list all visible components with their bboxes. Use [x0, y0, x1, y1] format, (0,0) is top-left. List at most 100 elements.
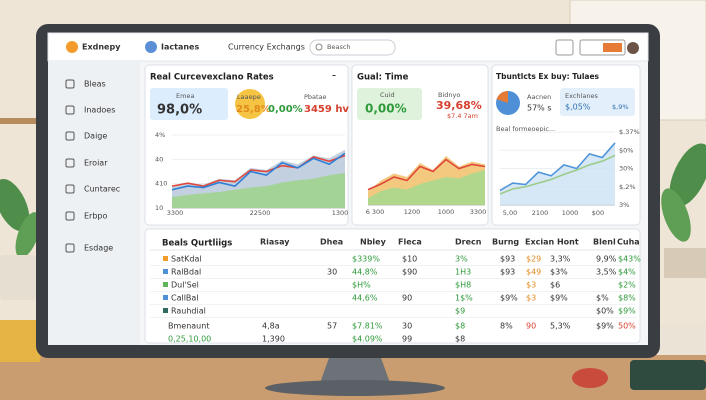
- table-cell: 1H3: [455, 268, 471, 277]
- table-cell: 90: [402, 294, 412, 303]
- table-cell: 1$%: [455, 294, 473, 303]
- y-tick-label: 3%: [619, 201, 629, 209]
- nav-icon: [65, 131, 75, 141]
- stat-note: $,9%: [612, 103, 629, 111]
- row-marker: [163, 282, 168, 287]
- card-menu[interactable]: –: [332, 71, 336, 80]
- table-footer-cell: Bmenaunt: [168, 322, 209, 331]
- nav-icon: [65, 105, 75, 115]
- avatar[interactable]: [627, 42, 639, 54]
- table-cell: $9: [455, 307, 465, 316]
- table-cell: $93: [500, 268, 515, 277]
- search-box[interactable]: [309, 39, 396, 56]
- nav-icon: [65, 79, 75, 89]
- y-tick-label: 40: [155, 155, 163, 163]
- table-cell: 3,5%: [596, 268, 617, 277]
- stat-label: Laaepe: [237, 93, 261, 101]
- stat-box: [357, 88, 422, 120]
- stat-circle: [235, 89, 265, 119]
- nav-item[interactable]: Erbpo: [84, 212, 108, 221]
- column-header: Nbley: [360, 238, 387, 247]
- account-badge: [603, 43, 622, 52]
- nav-item[interactable]: Cuntarec: [84, 185, 120, 194]
- x-tick-label: 3300: [470, 208, 487, 216]
- card-title: Gual: Time: [357, 73, 409, 83]
- logo: [66, 41, 78, 53]
- table-title: Beals Qurtliigs: [162, 239, 232, 249]
- table-cell: $4%: [618, 268, 636, 277]
- stat-value: 3459 hv: [304, 104, 349, 115]
- x-tick-label: 3300: [167, 209, 184, 217]
- table-cell: $2%: [618, 281, 636, 290]
- column-header: Riasay: [260, 238, 290, 247]
- line: [171, 154, 346, 187]
- table-cell: $43%: [618, 255, 641, 264]
- nav-icon: [65, 184, 75, 194]
- x-tick-label: 5,00: [503, 209, 517, 217]
- nav-item[interactable]: Esdage: [84, 244, 113, 253]
- y-tick-label: $,2%: [619, 183, 636, 191]
- table-footer-cell: 5,3%: [550, 322, 571, 331]
- x-tick-label: 22500: [250, 209, 271, 217]
- table-cell: 30: [327, 268, 337, 277]
- sidebar: [48, 61, 140, 345]
- table-footer-cell: 99: [402, 335, 412, 344]
- stat-value: 25,8%: [236, 104, 271, 115]
- app-name: Iactanes: [161, 43, 199, 52]
- x-tick-label: 1200: [404, 208, 421, 216]
- x-tick-label: 2100: [532, 209, 549, 217]
- stat-note: $7.4 7am: [447, 112, 478, 120]
- nav-item[interactable]: Daige: [84, 132, 107, 141]
- line: [499, 142, 616, 192]
- y-tick-label: $0%: [619, 146, 633, 154]
- stat-box: [560, 88, 635, 116]
- line: [171, 152, 346, 191]
- nav-icon: [65, 243, 75, 253]
- stat-value: 57% s: [527, 104, 552, 113]
- table-footer-cell: $8: [455, 335, 465, 344]
- nav-item[interactable]: Inadoes: [84, 106, 115, 115]
- column-header: Drecn: [455, 238, 482, 247]
- table-footer-cell: $4.09%: [352, 335, 383, 344]
- stat-label: Emea: [176, 92, 194, 100]
- table-cell: 3%: [455, 255, 468, 264]
- card-title: Tbuntlcts Ex buy: Tulaes: [496, 72, 600, 81]
- row-marker: [163, 269, 168, 274]
- nav-icon: [65, 211, 75, 221]
- column-header: Burng: [492, 238, 519, 247]
- stat-value: $,05%: [565, 103, 591, 112]
- page-title: Currency Exchangs: [228, 43, 305, 52]
- app-icon: [145, 41, 157, 53]
- table-footer-cell: 0,25,10,00: [168, 335, 211, 344]
- table-footer-cell: $7.81%: [352, 322, 383, 331]
- nav-icon: [65, 158, 75, 168]
- shelf: [0, 118, 40, 124]
- y-tick-label: $.37%: [619, 128, 640, 136]
- table-cell: $93: [500, 255, 515, 264]
- table-footer-cell: 30: [402, 322, 412, 331]
- table-cell: $6: [550, 281, 560, 290]
- table-cell: $9%: [618, 307, 636, 316]
- stat-box: [150, 88, 228, 120]
- table-cell: CallBal: [171, 294, 199, 303]
- table-footer-cell: $8: [455, 322, 465, 331]
- card-title: Real Curcevexclano Rates: [150, 73, 274, 83]
- nav-item[interactable]: Eroiar: [84, 159, 108, 168]
- table-cell: Dul'Sel: [171, 281, 199, 290]
- x-tick-label: 6 300: [366, 208, 385, 216]
- nav-item[interactable]: Bleas: [84, 80, 106, 89]
- row-marker: [163, 295, 168, 300]
- table-cell: $10: [402, 255, 417, 264]
- table-cell: $90: [402, 268, 417, 277]
- x-tick-label: 1000: [562, 209, 579, 217]
- line: [367, 158, 486, 191]
- table: [144, 228, 641, 344]
- column-header: Dhea: [320, 238, 343, 247]
- stat-value: 0,00%: [268, 104, 303, 115]
- table-cell: $29: [526, 255, 541, 264]
- settings-button[interactable]: [555, 39, 574, 56]
- table-cell: RalBdal: [171, 268, 201, 277]
- table-cell: $3%: [550, 268, 568, 277]
- stat-value: 39,68%: [436, 99, 482, 112]
- brand: Exdnepy: [82, 43, 121, 52]
